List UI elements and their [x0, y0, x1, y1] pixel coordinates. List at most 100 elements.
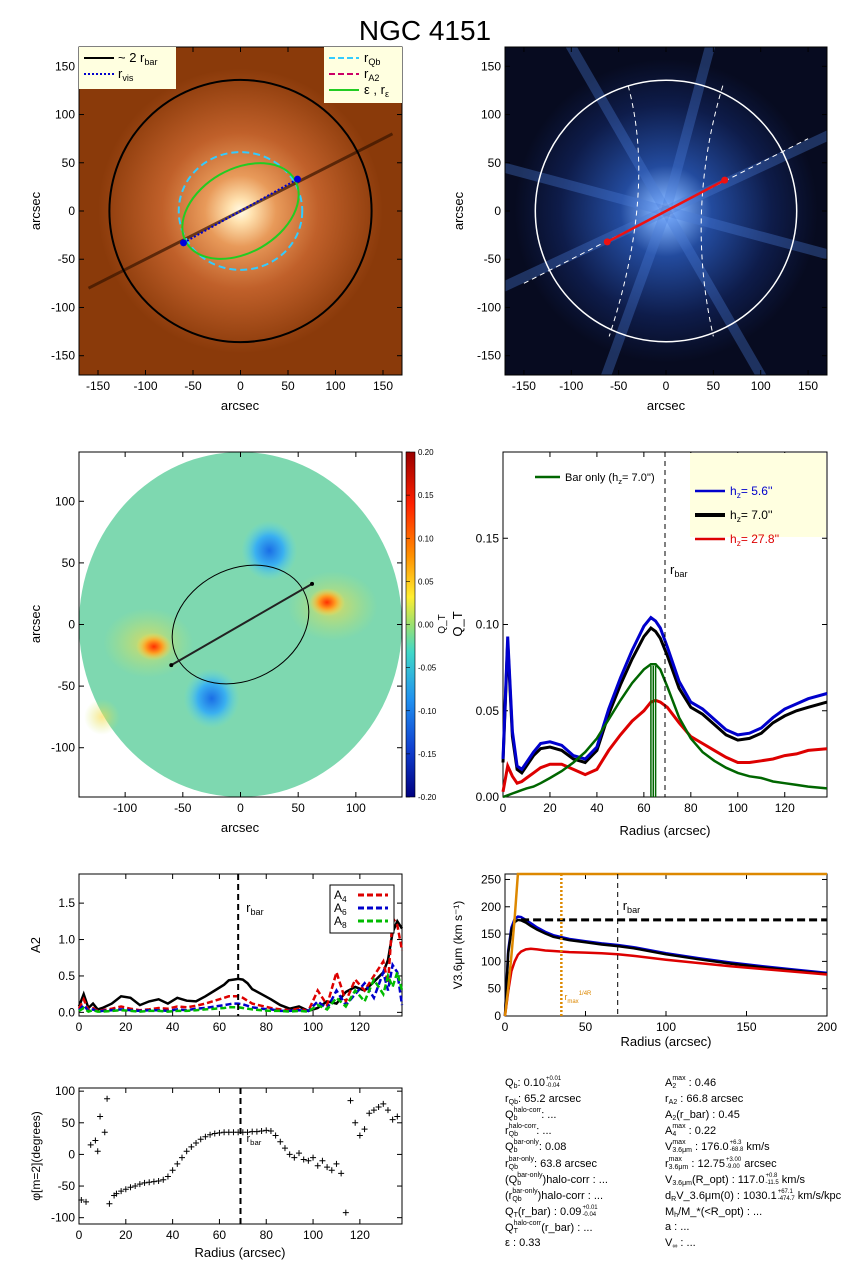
- qt-xtick-label: 60: [637, 801, 651, 815]
- param-left-row: ε : 0.33: [505, 1236, 608, 1251]
- legend-left-box: [79, 47, 176, 89]
- phase-point: [389, 1116, 396, 1123]
- param-errors: +67.1 -474.7: [778, 1189, 795, 1203]
- rotation-ytick-label: 150: [481, 927, 501, 941]
- phase-point: [83, 1198, 90, 1205]
- param-script: ∞: [672, 1235, 677, 1251]
- phase-point: [244, 1129, 251, 1136]
- phase-point: [92, 1137, 99, 1144]
- param-script: R: [671, 1188, 676, 1204]
- deprojected-ray: [565, 47, 671, 214]
- param-name: r: [665, 1157, 669, 1170]
- qt-legend-bar-only: Bar only (hz= 7.0''): [565, 472, 655, 486]
- bar-endpoint: [169, 663, 174, 668]
- legend-label: rQb: [364, 50, 380, 67]
- param-unit: arcsec: [741, 1157, 777, 1170]
- phase-point: [352, 1119, 359, 1126]
- phase-point: [361, 1126, 368, 1133]
- param-sup: max: [672, 1123, 686, 1131]
- panel-qt-profile: 0 20 40 60 80 100 120 0.00 0.05 0.10 0.15 rbar Bar o…: [450, 451, 828, 838]
- colorbar-tick-label: 0.20: [418, 448, 434, 457]
- phase-xtick-label: 60: [213, 1228, 227, 1242]
- deprojected-circle: [534, 79, 798, 343]
- phase-point: [347, 1097, 354, 1104]
- param-script: halo-corr T: [514, 1220, 542, 1236]
- phase-point: [183, 1148, 190, 1155]
- deprojected-xtick-label: 100: [751, 379, 771, 393]
- rqb-ellipse: [177, 151, 304, 271]
- param-sub: 2: [672, 1083, 677, 1090]
- param-sup: max: [668, 1155, 682, 1163]
- twice-bar-radius-circle: [108, 78, 373, 344]
- qt-legend-label: hz= 27.8'': [730, 532, 779, 548]
- phase-point: [122, 1186, 129, 1193]
- param-sup: [669, 1091, 678, 1099]
- param-unit: km/s/kpc: [794, 1189, 842, 1202]
- param-script: 2: [672, 1107, 676, 1123]
- legend-label: ~ 2 rbar: [118, 50, 158, 67]
- param-value: (r_bar) : ...: [541, 1221, 593, 1234]
- colorbar-label: Q_T: [437, 614, 448, 633]
- phase-point: [101, 1129, 108, 1136]
- rotation-xtick-label: 100: [656, 1020, 676, 1034]
- param-err-lo: -0.04: [582, 1211, 597, 1218]
- galaxy-ytick-label: 150: [55, 59, 75, 73]
- phase-xtick-label: 120: [350, 1228, 370, 1242]
- phase-point: [141, 1179, 148, 1186]
- legend-label: ε , rε: [364, 82, 389, 99]
- param-sub: R: [671, 1195, 677, 1203]
- param-value: : 12.75: [688, 1157, 725, 1170]
- rotation-xtick-label: 0: [502, 1020, 509, 1034]
- fourier-rbar-label: rbar: [246, 900, 264, 917]
- legend-right-box: [324, 47, 402, 103]
- param-left-row: Q b: 0.10 +0.01 -0.04: [505, 1075, 608, 1091]
- param-sup: [672, 1172, 692, 1180]
- qt-ytick-label: 0.00: [476, 790, 500, 804]
- param-sub: 4: [672, 1131, 677, 1139]
- phase-point: [277, 1138, 284, 1145]
- panel-phase-profile: 0 20 40 60 80 100 120 -100 -50 0 50 100 rbar Radius …: [29, 1084, 403, 1260]
- phase-ytick-label: -50: [58, 1179, 76, 1193]
- deprojected-ytick-label: 0: [494, 204, 501, 218]
- galaxy-ylabel: arcsec: [28, 191, 43, 230]
- param-sup: max: [672, 1075, 686, 1082]
- param-right-row: d R V_3.6μm(0) : 1030.1 +67.1 -474.7 km/s/k…: [665, 1188, 841, 1204]
- param-value: : 0.08: [538, 1141, 567, 1154]
- bar-endpoint: [180, 239, 187, 247]
- phase-point: [169, 1167, 176, 1174]
- phase-xtick-label: 100: [303, 1228, 323, 1242]
- param-name: M: [665, 1205, 675, 1218]
- param-left-row: (r bar-only Qb)halo-corr : ...: [505, 1188, 608, 1204]
- rvis-line: [183, 178, 298, 244]
- phase-point: [394, 1113, 401, 1120]
- phase-xtick-label: 0: [76, 1228, 83, 1242]
- param-sup: halo-corr: [508, 1123, 537, 1131]
- fourier-legend-label: A6: [334, 901, 347, 917]
- param-value: : 66.8 arcsec: [677, 1093, 744, 1106]
- phase-point: [380, 1100, 387, 1107]
- param-sub: 3.6μm: [668, 1163, 689, 1171]
- fourier-ytick-label: 0.5: [58, 969, 75, 983]
- phase-point: [319, 1157, 326, 1164]
- qt-series-line: [502, 662, 828, 799]
- deprojected-ray: [661, 47, 716, 213]
- phase-ylabel: φ[m=2](degrees): [29, 1111, 43, 1200]
- phase-point: [253, 1128, 260, 1135]
- galaxy-xtick-label: -150: [86, 379, 110, 393]
- deprojected-bar-line: [606, 179, 726, 243]
- galaxy-xtick-label: 0: [237, 379, 244, 393]
- param-sub: ∞: [672, 1243, 678, 1251]
- param-value: : ...: [536, 1125, 552, 1138]
- rotation-ytick-label: 100: [481, 954, 501, 968]
- rotation-ylabel: V3.6μm (km s⁻¹): [451, 901, 465, 990]
- qt-xtick-label: 100: [728, 801, 748, 815]
- rotation-xtick-label: 200: [817, 1020, 837, 1034]
- param-sup: bar-only: [513, 1139, 539, 1147]
- colorbar-tick-label: -0.15: [418, 750, 437, 759]
- phase-point: [263, 1127, 270, 1134]
- param-sup: bar-only: [512, 1187, 538, 1195]
- force-map-ytick-label: -100: [51, 741, 75, 755]
- param-right-row: V 3.6μm (R_opt) : 117.0 +0.8 -11.5 km/s: [665, 1172, 841, 1188]
